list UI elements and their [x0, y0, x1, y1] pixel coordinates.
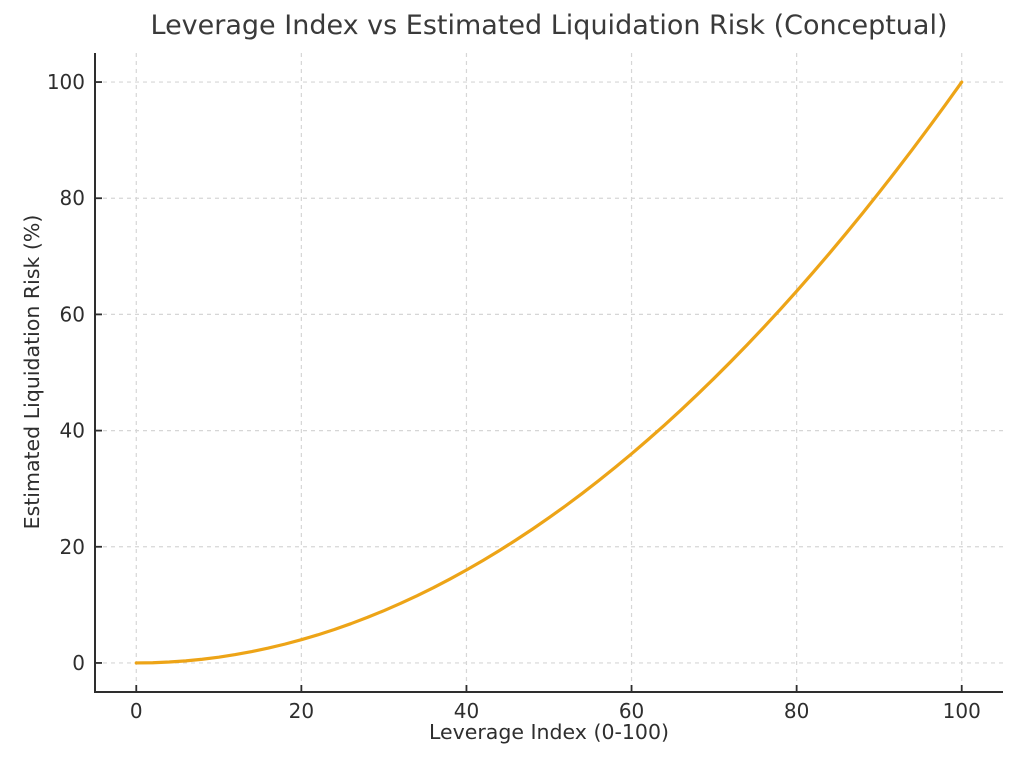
y-tick-label: 40: [60, 419, 85, 443]
x-axis-label: Leverage Index (0-100): [428, 720, 670, 744]
x-tick-label: 60: [619, 699, 644, 723]
y-tick-label: 100: [47, 70, 85, 94]
y-tick-label: 60: [60, 302, 85, 326]
risk-curve-line: [134, 80, 964, 665]
y-tick-label: 20: [60, 535, 85, 559]
x-tick-label: 40: [454, 699, 479, 723]
chart-title: Leverage Index vs Estimated Liquidation …: [150, 10, 948, 41]
x-tick-label: 80: [784, 699, 809, 723]
x-tick-label: 0: [130, 699, 143, 723]
y-tick-label: 0: [72, 651, 85, 675]
x-tick-label: 20: [289, 699, 314, 723]
x-tick-label: 100: [943, 699, 981, 723]
y-axis-label: Estimated Liquidation Risk (%): [20, 214, 44, 530]
y-tick-label: 80: [60, 186, 85, 210]
